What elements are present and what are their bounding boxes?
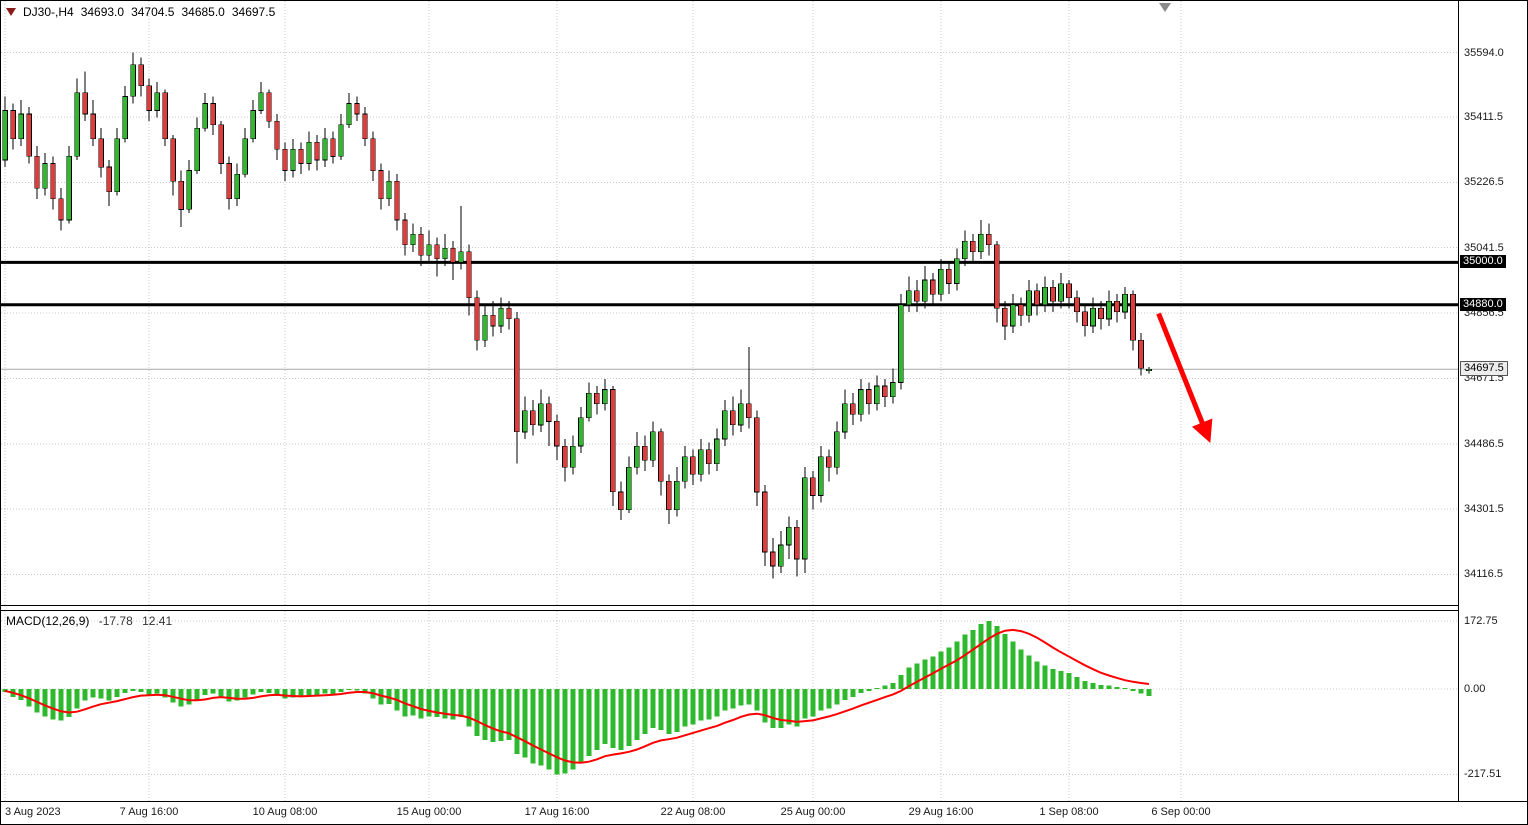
- price-axis-label: 35411.5: [1464, 111, 1503, 123]
- quote-low: 34685.0: [181, 5, 225, 19]
- main-chart-pane[interactable]: DJ30-,H4 34693.0 34704.5 34685.0 34697.5: [1, 1, 1458, 605]
- trend-arrow[interactable]: [1156, 312, 1213, 443]
- symbol-period-label: DJ30-,H4: [23, 5, 74, 19]
- symbol-dropdown-icon[interactable]: [6, 8, 16, 16]
- macd-main-value: -17.78: [98, 614, 133, 628]
- time-axis[interactable]: 3 Aug 2023 7 Aug 16:00 10 Aug 08:00 15 Aug …: [1, 801, 1527, 824]
- quote-open: 34693.0: [80, 5, 125, 19]
- chart-shift-marker-icon[interactable]: [1159, 3, 1171, 12]
- chart-header: DJ30-,H4 34693.0 34704.5 34685.0 34697.5: [6, 5, 282, 19]
- price-axis-label: 34486.5: [1464, 438, 1504, 450]
- time-axis-label: 25 Aug 00:00: [780, 806, 846, 818]
- time-axis-label: 1 Sep 08:00: [1039, 806, 1099, 818]
- hline-price-tag: 35000.0: [1460, 255, 1506, 268]
- time-axis-label: 7 Aug 16:00: [119, 806, 179, 818]
- main-grid: [1, 1, 1458, 605]
- price-axis-label: 34301.5: [1464, 503, 1504, 515]
- time-axis-label: 29 Aug 16:00: [908, 806, 974, 818]
- time-axis-label: 10 Aug 08:00: [252, 806, 318, 818]
- price-axis-label: 35594.0: [1464, 47, 1504, 59]
- price-axis-label: 34116.5: [1464, 568, 1503, 580]
- macd-pane[interactable]: MACD(12,26,9) -17.78 12.41: [1, 611, 1458, 801]
- time-axis-label: 15 Aug 00:00: [396, 806, 462, 818]
- macd-grid: [1, 611, 1458, 801]
- macd-canvas[interactable]: [1, 611, 1458, 801]
- price-axis-label: 35041.5: [1464, 242, 1504, 254]
- macd-signal-line: [4, 628, 1150, 764]
- price-axis[interactable]: 35594.0 35411.5 35226.5 35041.5 34856.5 34671…: [1458, 1, 1527, 801]
- time-axis-label: 3 Aug 2023: [5, 806, 61, 818]
- macd-header: MACD(12,26,9) -17.78 12.41: [6, 614, 178, 628]
- macd-axis-label: 172.75: [1464, 615, 1498, 627]
- time-axis-label: 6 Sep 00:00: [1151, 806, 1211, 818]
- candles: [2, 52, 1152, 579]
- macd-axis-label: -217.51: [1464, 768, 1502, 780]
- quote-close: 34697.5: [231, 5, 276, 19]
- pane-splitter[interactable]: [1, 605, 1458, 611]
- candlestick-canvas[interactable]: [1, 1, 1458, 605]
- macd-label: MACD(12,26,9): [6, 614, 90, 628]
- quote-high: 34704.5: [131, 5, 175, 19]
- time-axis-label: 22 Aug 08:00: [660, 806, 726, 818]
- macd-axis-label: 0.00: [1464, 683, 1486, 695]
- hline-price-tag: 34880.0: [1460, 298, 1506, 311]
- time-axis-label: 17 Aug 16:00: [524, 806, 590, 818]
- current-price-tag: 34697.5: [1460, 361, 1508, 376]
- price-axis-label: 35226.5: [1464, 176, 1504, 188]
- macd-signal-value: 12.41: [142, 614, 173, 628]
